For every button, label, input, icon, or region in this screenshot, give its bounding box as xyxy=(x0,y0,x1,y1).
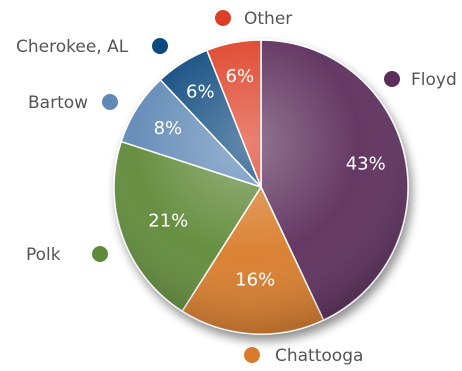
pie-slice-label-floyd: 43% xyxy=(346,154,386,175)
legend-label-cherokee-al: Cherokee, AL xyxy=(16,37,129,57)
pie-slice-label-polk: 21% xyxy=(148,210,188,231)
legend-marker-polk xyxy=(92,246,108,262)
pie-legend: Floyd Chattooga Polk Bartow Cherokee, AL Othe… xyxy=(16,9,457,366)
pie-slice-label-other: 6% xyxy=(226,66,255,87)
legend-label-other: Other xyxy=(244,9,292,29)
legend-label-floyd: Floyd xyxy=(411,70,457,90)
pie-slice-labels: 43%16%21%8%6%6% xyxy=(148,66,385,291)
legend-label-chattooga: Chattooga xyxy=(275,346,363,366)
legend-marker-bartow xyxy=(102,94,118,110)
legend-label-polk: Polk xyxy=(26,245,61,265)
legend-marker-chattooga xyxy=(244,347,260,363)
pie-slice-label-cherokee-al: 6% xyxy=(186,81,215,102)
legend-marker-other xyxy=(215,10,231,26)
legend-label-bartow: Bartow xyxy=(28,93,88,113)
legend-marker-cherokee-al xyxy=(152,38,168,54)
legend-marker-floyd xyxy=(384,71,400,87)
pie-slice-label-bartow: 8% xyxy=(154,118,183,139)
pie-slice-label-chattooga: 16% xyxy=(235,269,275,290)
